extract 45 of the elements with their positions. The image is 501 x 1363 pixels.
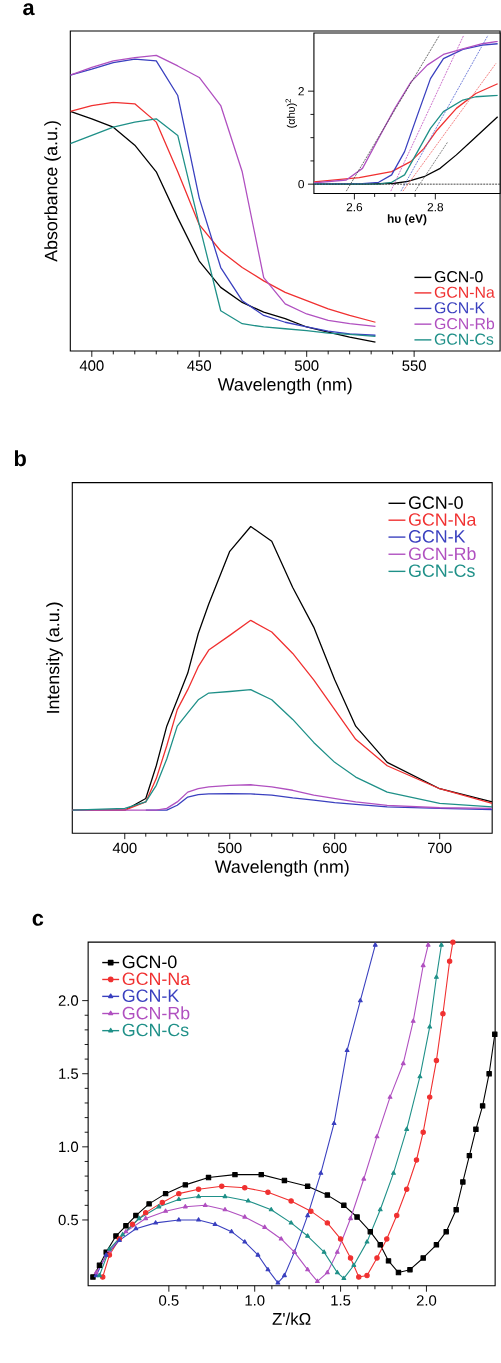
legend-label: GCN-0	[408, 496, 463, 509]
x-axis-title: Wavelength (nm)	[214, 859, 349, 877]
x-tick-label: 2.6	[346, 202, 363, 212]
x-tick-label: 600	[323, 842, 347, 854]
y-tick-label: 1.5	[59, 1068, 79, 1079]
y-tick-label: 1.0	[59, 1141, 79, 1153]
y-tick-label: 0	[298, 179, 304, 189]
x-tick-label: 500	[217, 842, 242, 854]
y-axis-title: (αhυ)$^{2}$	[285, 98, 297, 128]
x-axis-title: hυ (eV)	[387, 214, 427, 226]
x-tick-label: 550	[402, 360, 426, 371]
x-axis-title: Z'/kΩ	[272, 1312, 311, 1325]
legend-label: GCN-Rb	[122, 1006, 190, 1020]
y-axis-title: Intensity (a.u.)	[46, 602, 63, 713]
x-tick-label: 2.0	[416, 1295, 437, 1306]
x-tick-label: 1.0	[245, 1295, 265, 1306]
legend-label: GCN-Cs	[434, 333, 494, 345]
legend-label: GCN-K	[408, 530, 466, 543]
y-tick-label: 2.0	[58, 995, 79, 1006]
chart-title: b	[14, 450, 26, 467]
x-axis-title: Wavelength (nm)	[217, 377, 352, 395]
chart-title: a	[23, 3, 35, 16]
x-tick-label: 500	[294, 360, 319, 371]
chart-title: c	[32, 913, 44, 926]
legend-label: GCN-K	[122, 989, 180, 1003]
x-tick-label: 0.5	[159, 1295, 179, 1306]
x-tick-label: 400	[79, 360, 104, 371]
x-tick-label: 2.8	[427, 202, 444, 212]
legend-label: GCN-0	[122, 955, 177, 969]
legend-label: GCN-Cs	[122, 1023, 189, 1037]
legend-label: GCN-Na	[408, 513, 477, 526]
y-tick-label: 0.5	[58, 1214, 79, 1226]
y-tick-label: 2	[298, 87, 304, 96]
x-tick-label: 400	[112, 842, 137, 854]
x-tick-label: 700	[428, 842, 452, 854]
legend-label: GCN-Na	[434, 286, 495, 298]
legend-label: GCN-Na	[122, 972, 191, 986]
legend-label: GCN-Cs	[408, 564, 475, 578]
legend-label: GCN-0	[434, 271, 483, 283]
legend-label: GCN-Rb	[434, 317, 495, 330]
legend-label: GCN-K	[434, 302, 485, 314]
x-tick-label: 450	[187, 360, 212, 371]
y-axis-title: Absorbance (a.u.)	[44, 121, 61, 262]
legend-label: GCN-Rb	[408, 547, 476, 561]
x-tick-label: 1.5	[331, 1295, 351, 1306]
